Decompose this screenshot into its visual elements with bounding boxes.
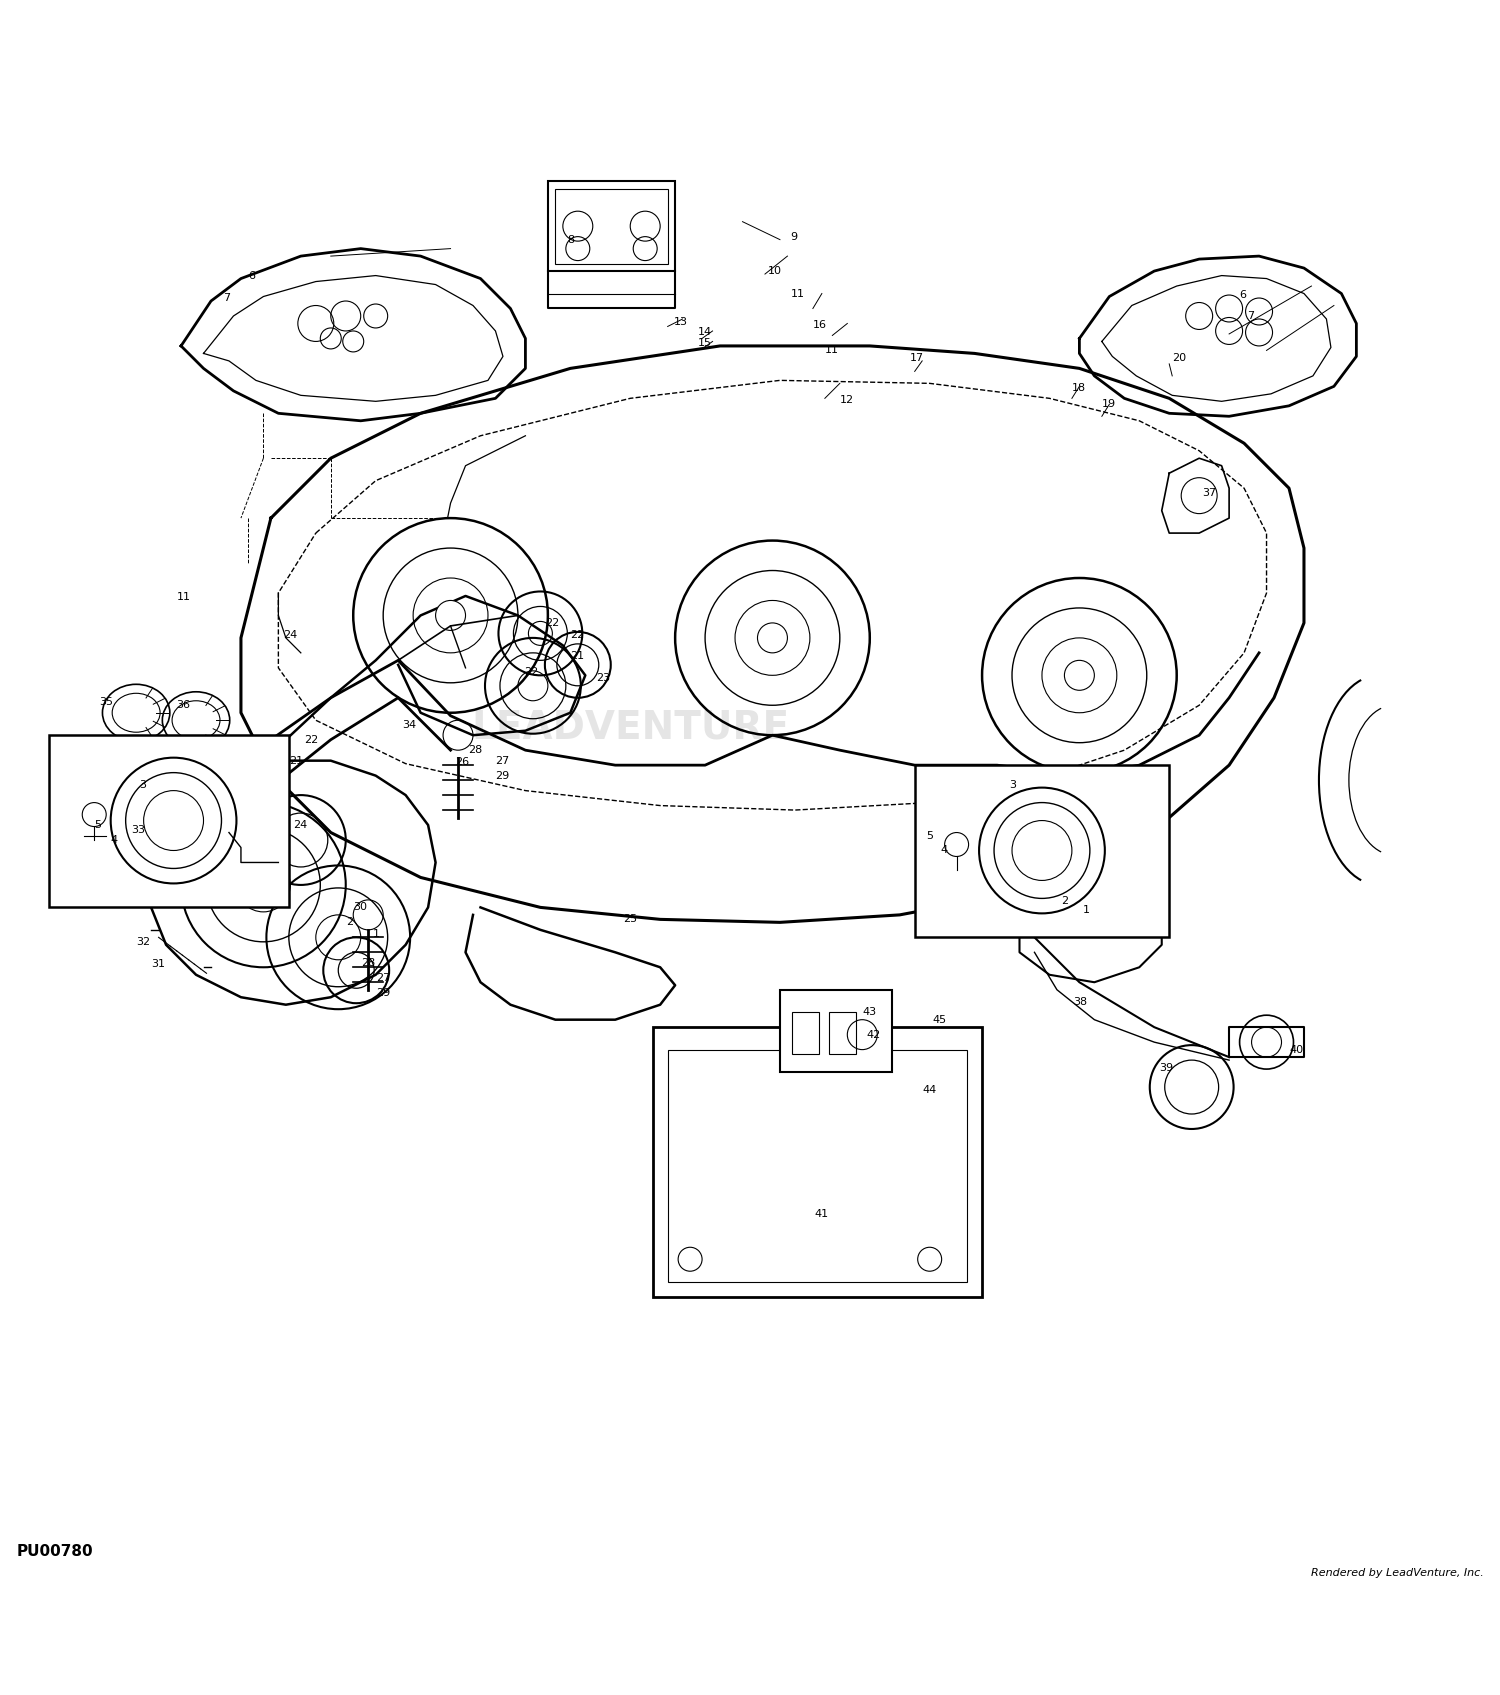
Text: 27: 27 xyxy=(375,973,390,983)
Text: 41: 41 xyxy=(815,1209,828,1219)
Text: 35: 35 xyxy=(99,697,112,707)
Text: 38: 38 xyxy=(1074,997,1088,1007)
Text: 40: 40 xyxy=(1288,1044,1304,1054)
Text: 23: 23 xyxy=(596,673,610,683)
Text: 5: 5 xyxy=(94,820,100,831)
Text: 12: 12 xyxy=(840,395,854,405)
Text: 3: 3 xyxy=(140,780,146,790)
Text: 17: 17 xyxy=(910,353,924,363)
Circle shape xyxy=(980,788,1106,914)
Text: 8: 8 xyxy=(567,234,574,244)
Text: 1: 1 xyxy=(1083,905,1089,915)
Text: 24: 24 xyxy=(294,820,307,831)
Text: 36: 36 xyxy=(177,700,190,710)
Circle shape xyxy=(130,770,142,781)
Text: 21: 21 xyxy=(570,651,585,661)
Text: 5: 5 xyxy=(927,831,933,841)
Text: 13: 13 xyxy=(674,317,687,327)
Text: 22: 22 xyxy=(524,668,538,678)
Text: 3: 3 xyxy=(1010,780,1016,790)
Text: 33: 33 xyxy=(132,824,146,834)
Text: 20: 20 xyxy=(1172,353,1186,363)
Text: 6: 6 xyxy=(249,271,255,281)
Circle shape xyxy=(435,600,465,631)
Text: 22: 22 xyxy=(544,619,560,627)
Text: 11: 11 xyxy=(177,593,190,602)
Bar xyxy=(548,181,675,271)
Text: 4: 4 xyxy=(111,836,118,846)
Text: Rendered by LeadVenture, Inc.: Rendered by LeadVenture, Inc. xyxy=(1311,1568,1484,1578)
Text: 11: 11 xyxy=(825,346,839,356)
Text: 22: 22 xyxy=(570,631,585,641)
Text: 4: 4 xyxy=(940,846,948,856)
Text: 19: 19 xyxy=(1102,400,1116,408)
Bar xyxy=(652,1027,982,1297)
Text: 16: 16 xyxy=(813,320,826,331)
Text: 9: 9 xyxy=(790,232,798,242)
Bar xyxy=(915,764,1168,937)
Text: 44: 44 xyxy=(922,1085,936,1095)
Text: 7: 7 xyxy=(224,293,230,303)
Text: 14: 14 xyxy=(698,327,711,337)
Circle shape xyxy=(758,624,788,653)
Text: 34: 34 xyxy=(402,720,417,731)
Text: 31: 31 xyxy=(152,959,165,970)
Text: 39: 39 xyxy=(1158,1063,1173,1073)
Text: 15: 15 xyxy=(698,337,711,347)
Text: 18: 18 xyxy=(1072,383,1086,393)
Text: 21: 21 xyxy=(290,756,303,766)
Text: 28: 28 xyxy=(360,958,375,968)
Text: 1: 1 xyxy=(372,929,380,939)
Text: 45: 45 xyxy=(933,1015,946,1025)
Text: 25: 25 xyxy=(622,914,638,924)
Text: 24: 24 xyxy=(284,631,297,641)
Bar xyxy=(792,1012,819,1054)
Text: LEADVENTURE: LEADVENTURE xyxy=(471,709,789,747)
Text: 11: 11 xyxy=(790,288,804,298)
Bar xyxy=(668,1049,968,1281)
Bar xyxy=(50,736,290,907)
Text: 32: 32 xyxy=(136,937,150,948)
Bar xyxy=(830,1012,856,1054)
Text: 37: 37 xyxy=(1202,488,1216,498)
Text: 28: 28 xyxy=(468,746,483,756)
Circle shape xyxy=(1065,661,1095,690)
Text: 22: 22 xyxy=(304,734,318,744)
Text: 7: 7 xyxy=(1246,310,1254,320)
Text: 10: 10 xyxy=(768,266,782,276)
Bar xyxy=(555,188,668,264)
Text: PU00780: PU00780 xyxy=(16,1544,93,1559)
Text: 29: 29 xyxy=(495,771,510,781)
Text: 42: 42 xyxy=(867,1029,880,1039)
Bar xyxy=(780,990,892,1071)
Circle shape xyxy=(111,758,237,883)
Text: 29: 29 xyxy=(375,988,390,998)
Text: 2: 2 xyxy=(346,917,352,927)
Text: 30: 30 xyxy=(352,902,368,912)
Text: 27: 27 xyxy=(495,756,510,766)
Text: 2: 2 xyxy=(1062,897,1068,907)
Text: 6: 6 xyxy=(1239,290,1246,300)
Text: 26: 26 xyxy=(454,758,470,768)
Text: 43: 43 xyxy=(862,1007,876,1017)
